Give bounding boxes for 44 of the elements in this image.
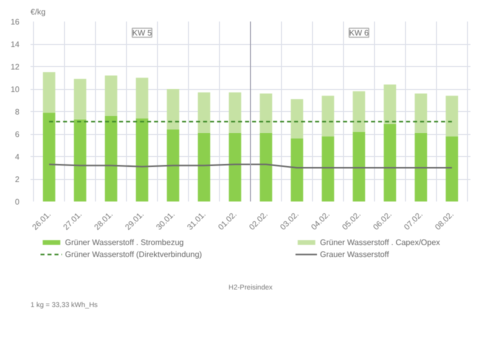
bar <box>228 132 242 202</box>
y-tick-label: 14 <box>10 40 20 49</box>
y-tick-label: 8 <box>15 108 20 116</box>
bar <box>166 89 180 130</box>
y-tick-label: 2 <box>15 175 20 184</box>
bar <box>384 124 396 202</box>
y-tick-label: 6 <box>15 130 20 139</box>
bar <box>322 136 334 202</box>
bar <box>414 132 428 202</box>
bar <box>260 94 272 133</box>
bar <box>136 118 148 202</box>
bar <box>42 72 56 113</box>
bar <box>228 92 242 133</box>
bar <box>74 119 86 202</box>
legend-label: Grauer Wasserstoff <box>320 249 390 259</box>
bar <box>136 78 148 118</box>
bar <box>322 96 334 136</box>
bar <box>198 92 210 133</box>
y-tick-label: 16 <box>10 18 20 26</box>
bar <box>104 116 118 202</box>
annotation: KW 6 <box>349 28 370 38</box>
bar <box>166 130 180 202</box>
y-tick-label: 4 <box>15 152 20 162</box>
bar <box>260 132 272 202</box>
bar <box>104 76 118 116</box>
bar <box>290 99 304 138</box>
bar <box>74 78 86 120</box>
bar <box>384 84 396 124</box>
bar <box>352 91 366 132</box>
y-tick-label: 0 <box>15 198 20 206</box>
y-tick-label: 12 <box>10 62 20 72</box>
annotation: KW 5 <box>132 28 152 38</box>
bar <box>352 132 366 202</box>
bar <box>42 112 56 202</box>
legend-label: Grüner Wasserstoff . Strombezug <box>65 237 185 247</box>
y-axis-title: €/kg <box>30 8 46 16</box>
legend-label: Grüner Wasserstoff . Capex/Opex <box>320 237 442 247</box>
bar <box>446 136 458 202</box>
bar <box>198 132 210 202</box>
bar <box>446 96 458 136</box>
y-tick-label: 10 <box>10 85 20 94</box>
bar <box>290 138 304 202</box>
bar <box>414 94 428 133</box>
legend-label: Grüner Wasserstoff (Direktverbindung) <box>65 249 203 259</box>
